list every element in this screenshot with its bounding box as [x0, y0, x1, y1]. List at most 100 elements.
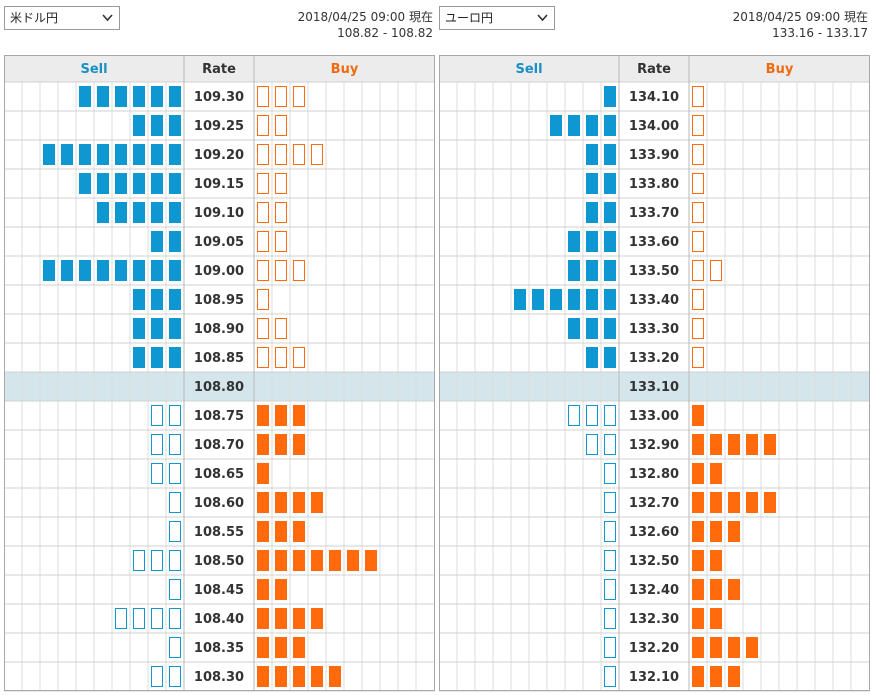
buy-order-block	[257, 144, 269, 165]
sell-order-block	[115, 608, 127, 629]
rate-label: 133.50	[629, 264, 679, 279]
sell-order-block	[61, 260, 73, 281]
sell-order-block	[97, 202, 109, 223]
sell-order-block	[79, 260, 91, 281]
sell-order-block	[97, 173, 109, 194]
buy-order-block	[710, 550, 722, 571]
sell-order-block	[43, 260, 55, 281]
sell-order-block	[133, 173, 145, 194]
buy-order-block	[257, 521, 269, 542]
sell-order-block	[604, 289, 616, 310]
rate-label: 132.10	[629, 670, 679, 685]
sell-order-block	[169, 579, 181, 600]
rate-label: 133.80	[629, 177, 679, 192]
sell-order-block	[151, 173, 163, 194]
sell-order-block	[151, 405, 163, 426]
rate-label: 132.80	[629, 467, 679, 482]
sell-order-block	[586, 289, 598, 310]
buy-order-block	[293, 144, 305, 165]
buy-order-block	[257, 115, 269, 136]
buy-order-block	[728, 434, 740, 455]
order-book-usdjpy-svg: Sell Rate Buy 109.30 109.25 109.20 109.15 109.1…	[4, 55, 435, 692]
sell-order-block	[133, 347, 145, 368]
sell-order-block	[169, 289, 181, 310]
left-pair-select-value: 米ドル円	[10, 11, 59, 25]
header-row-bg	[4, 55, 435, 82]
sell-order-block	[586, 347, 598, 368]
sell-order-block	[151, 86, 163, 107]
sell-order-block	[151, 144, 163, 165]
rate-label: 133.70	[629, 206, 679, 221]
buy-order-block	[293, 492, 305, 513]
buy-order-block	[710, 579, 722, 600]
buy-order-block	[311, 550, 323, 571]
sell-order-block	[169, 144, 181, 165]
rate-label: 108.70	[194, 438, 244, 453]
sell-order-block	[79, 86, 91, 107]
buy-order-block	[275, 637, 287, 658]
buy-order-block	[293, 550, 305, 571]
sell-order-block	[151, 347, 163, 368]
buy-order-block	[257, 260, 269, 281]
rate-label: 108.75	[194, 409, 244, 424]
sell-order-block	[115, 202, 127, 223]
rate-label: 108.35	[194, 641, 244, 656]
buy-order-block	[710, 434, 722, 455]
buy-order-block	[275, 347, 287, 368]
sell-order-block	[169, 550, 181, 571]
sell-order-block	[61, 144, 73, 165]
sell-order-block	[169, 260, 181, 281]
buy-order-block	[257, 463, 269, 484]
buy-order-block	[764, 492, 776, 513]
sell-order-block	[604, 434, 616, 455]
buy-order-block	[692, 115, 704, 136]
sell-order-block	[115, 86, 127, 107]
right-pair-select[interactable]: ユーロ円	[439, 6, 555, 30]
sell-order-block	[604, 318, 616, 339]
sell-order-block	[151, 434, 163, 455]
buy-order-block	[692, 637, 704, 658]
rate-label: 132.40	[629, 583, 679, 598]
sell-order-block	[550, 289, 562, 310]
sell-order-block	[586, 173, 598, 194]
rate-label: 134.10	[629, 90, 679, 105]
right-timestamp: 2018/04/25 09:00 現在	[732, 10, 868, 24]
buy-order-block	[257, 492, 269, 513]
buy-order-block	[293, 405, 305, 426]
buy-order-block	[692, 463, 704, 484]
sell-order-block	[133, 144, 145, 165]
sell-order-block	[133, 202, 145, 223]
buy-order-block	[710, 260, 722, 281]
sell-order-block	[604, 521, 616, 542]
sell-order-block	[43, 144, 55, 165]
buy-order-block	[728, 492, 740, 513]
chevron-down-icon	[537, 14, 548, 22]
buy-order-block	[692, 579, 704, 600]
buy-order-block	[257, 347, 269, 368]
buy-order-block	[257, 637, 269, 658]
sell-order-block	[133, 115, 145, 136]
buy-order-block	[293, 521, 305, 542]
buy-order-block	[746, 637, 758, 658]
header-sell: Sell	[80, 62, 107, 77]
rate-label: 132.70	[629, 496, 679, 511]
sell-order-block	[97, 260, 109, 281]
header-buy: Buy	[331, 62, 359, 77]
buy-order-block	[257, 231, 269, 252]
rate-label: 109.15	[194, 177, 244, 192]
left-pair-select[interactable]: 米ドル円	[4, 6, 120, 30]
sell-order-block	[115, 173, 127, 194]
rate-label: 108.65	[194, 467, 244, 482]
order-book-usdjpy: Sell Rate Buy 109.30 109.25 109.20 109.15 109.1…	[4, 55, 435, 692]
sell-order-block	[568, 289, 580, 310]
sell-order-block	[604, 550, 616, 571]
buy-order-block	[293, 608, 305, 629]
sell-order-block	[169, 463, 181, 484]
sell-order-block	[604, 579, 616, 600]
buy-order-block	[710, 463, 722, 484]
sell-order-block	[568, 115, 580, 136]
right-price-range: 133.16 - 133.17	[772, 26, 868, 40]
buy-order-block	[311, 492, 323, 513]
sell-order-block	[151, 202, 163, 223]
rate-label: 132.60	[629, 525, 679, 540]
